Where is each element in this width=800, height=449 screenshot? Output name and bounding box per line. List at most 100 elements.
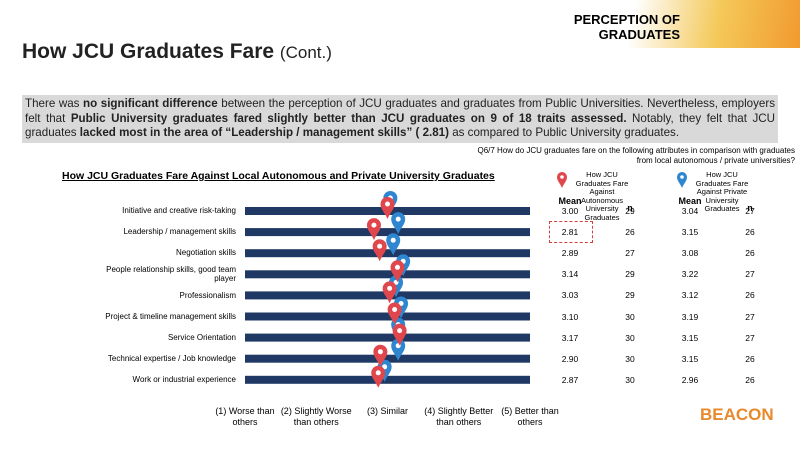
category-label: Service Orientation [167, 332, 236, 342]
column-header: Mean [558, 196, 582, 206]
pin [387, 302, 402, 325]
mean-label: 3.19 [681, 311, 699, 322]
legend-icon [677, 172, 687, 188]
n-label: 29 [625, 269, 635, 280]
category-label: Initiative and creative risk-taking [122, 206, 236, 216]
bar [245, 375, 530, 384]
summary-segment: Public University graduates fared slight… [70, 111, 627, 125]
pin-body [391, 338, 406, 361]
n-label: 30 [625, 311, 635, 322]
mean-label: 3.00 [561, 206, 579, 216]
mean-label: 2.87 [561, 374, 579, 385]
column-header: Mean [678, 196, 702, 206]
mean-label: 3.15 [681, 332, 699, 343]
pin-body [366, 218, 381, 241]
mean-label: 3.15 [681, 227, 699, 238]
pin-body [371, 365, 386, 388]
n-label: 26 [745, 374, 755, 385]
mean-label: 2.90 [561, 353, 579, 364]
pin [366, 218, 381, 241]
mean-label: 2.89 [561, 248, 579, 259]
n-label: 29 [625, 206, 635, 216]
pin-body [382, 281, 397, 304]
summary-segment: no significant difference [83, 97, 218, 110]
pin-body [387, 302, 402, 325]
pin-hole [398, 301, 404, 306]
pin-body [380, 197, 395, 219]
n-label: 27 [745, 269, 755, 280]
x-tick-label: (1) Worse than others [215, 406, 275, 427]
pin-hole [395, 216, 401, 222]
legend-pin [557, 172, 567, 188]
summary-segment: between the perception of JCU graduates … [25, 97, 775, 125]
pin-body [373, 344, 388, 367]
bar [245, 354, 530, 363]
n-label: 30 [625, 353, 635, 364]
pin-hole [377, 349, 383, 355]
pin [382, 281, 397, 304]
column-header: n [627, 203, 633, 213]
pin [380, 197, 395, 219]
summary-segment: lacked most in the area of “Leadership /… [79, 126, 449, 139]
bar [245, 249, 530, 258]
pin-body [392, 323, 407, 346]
bar [245, 228, 530, 237]
column-header: n [747, 203, 753, 213]
category-label: Negotiation skills [175, 248, 236, 258]
pin-body [391, 212, 406, 235]
pin [372, 239, 387, 262]
mean-label: 3.15 [681, 353, 699, 364]
legend-pin [677, 172, 687, 188]
bar [245, 333, 530, 342]
summary-segment: as compared to Public University graduat… [449, 126, 680, 139]
bar [245, 312, 530, 321]
mean-label: 3.03 [561, 290, 579, 301]
category-label: Leadership / management skills [123, 227, 236, 237]
n-label: 27 [745, 311, 755, 322]
summary-segment: Notably, they felt that JCU graduates [25, 111, 775, 140]
question: Q6/7 How do JCU graduates fare on the fo… [477, 146, 795, 165]
pin-hole [387, 285, 393, 291]
mean-label: 2.81 [561, 227, 579, 238]
title-text: How JCU Graduates Fare [22, 40, 275, 63]
pin-hole [385, 201, 390, 207]
category-label: Work or industrial experience [132, 375, 236, 385]
x-tick-label: (3) Similar [366, 406, 408, 416]
mean-label: 2.96 [681, 374, 699, 385]
pin-hole [371, 222, 377, 228]
pin [371, 365, 386, 388]
mean-label: 3.12 [681, 290, 699, 301]
n-label: 29 [625, 290, 635, 301]
category-label: Professionalism [179, 290, 236, 300]
n-label: 30 [625, 332, 635, 343]
section-label: PERCEPTION OF GRADUATES [573, 12, 680, 42]
bar [245, 270, 530, 279]
pin-hole [392, 307, 398, 312]
mean-label: 3.17 [561, 332, 579, 343]
legend-pin-hole [560, 175, 564, 179]
pin [391, 212, 406, 235]
header-band [520, 0, 800, 48]
n-label: 26 [745, 353, 755, 364]
pin-hole [382, 364, 388, 370]
legend-icon [557, 172, 567, 188]
n-label: 27 [625, 248, 635, 259]
summary-segment: There was [25, 97, 84, 110]
mean-label: 3.10 [561, 311, 579, 322]
n-label: 26 [745, 248, 755, 259]
pin-hole [377, 243, 383, 249]
x-tick-label: (2) Slightly Worse than others [280, 406, 352, 427]
mean-label: 3.22 [681, 269, 699, 280]
pin [386, 233, 401, 256]
x-tick-label: (5) Better than others [501, 406, 559, 427]
mean-label: 3.04 [681, 206, 699, 216]
n-label: 27 [745, 206, 755, 216]
legend-label: How JCU Graduates Fare Against Private U… [695, 170, 749, 213]
summary: There was no significant difference betw… [22, 95, 778, 143]
n-label: 26 [625, 227, 635, 238]
n-label: 26 [745, 227, 755, 238]
x-tick-label: (4) Slightly Better than others [424, 406, 494, 427]
category-label: Project & timeline management skills [105, 311, 236, 321]
mean-label: 3.08 [681, 248, 699, 259]
